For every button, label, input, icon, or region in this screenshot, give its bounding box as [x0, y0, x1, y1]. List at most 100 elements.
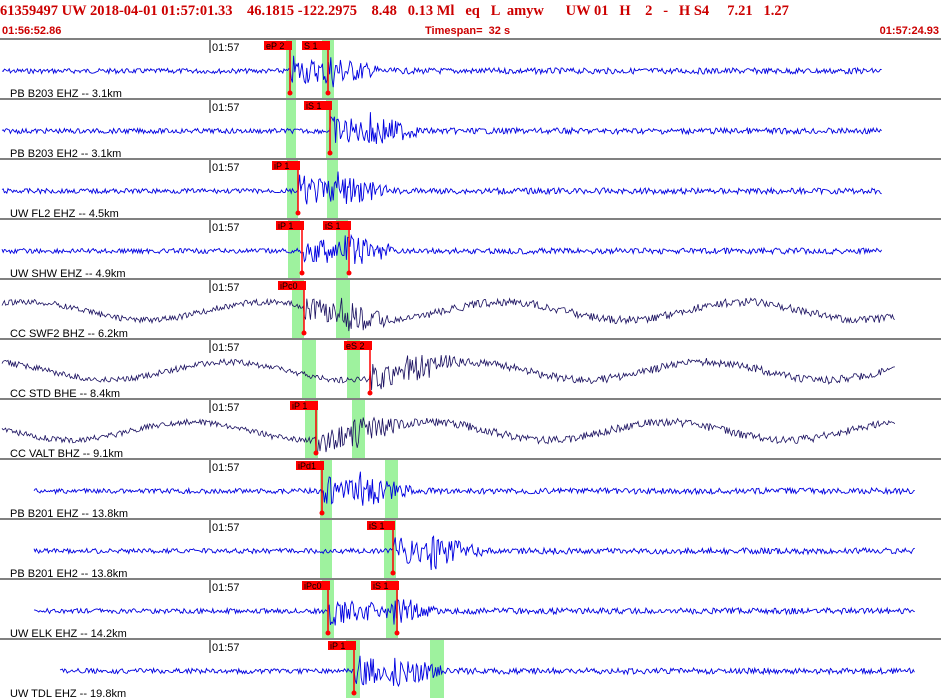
waveform-trace [1, 112, 882, 145]
waveform-trace [33, 471, 915, 506]
station-channel-label: CC SWF2 BHZ -- 6.2km [10, 328, 128, 340]
pick-window [292, 280, 304, 338]
station-channel-label: CC VALT BHZ -- 9.1km [10, 448, 123, 460]
phase-pick-flag[interactable] [304, 101, 332, 110]
station-channel-label: PB B201 EHZ -- 13.8km [10, 508, 128, 520]
phase-pick-label: iPc0 [280, 281, 298, 291]
trace-panel[interactable]: eP 2 S 1 01:57 PB B203 EHZ -- 3.1km [0, 38, 941, 100]
station-channel-label: UW ELK EHZ -- 14.2km [10, 628, 127, 640]
pick-end-dot [394, 630, 400, 636]
waveform-trace [59, 655, 915, 688]
phase-pick-label: iPc0 [304, 581, 322, 591]
phase-pick-label: iP 1 [292, 401, 307, 411]
phase-pick-flag[interactable] [367, 521, 395, 530]
phase-pick-flag[interactable] [302, 41, 330, 50]
pick-window [302, 340, 316, 398]
time-tick-label: 01:57 [212, 222, 240, 234]
trace-panel[interactable]: iPc0 iS 1 01:57 UW ELK EHZ -- 14.2km [0, 578, 941, 640]
pick-window [336, 280, 350, 338]
phase-pick-label: iS 1 [306, 101, 322, 111]
pick-window [385, 460, 398, 518]
phase-pick-label: iP 1 [330, 641, 345, 651]
time-tick-label: 01:57 [212, 522, 240, 534]
trace-panel[interactable]: iS 1 01:57 PB B201 EH2 -- 13.8km [0, 518, 941, 580]
time-tick-label: 01:57 [212, 402, 240, 414]
time-tick-label: 01:57 [212, 102, 240, 114]
station-channel-label: UW SHW EHZ -- 4.9km [10, 268, 126, 280]
trace-panel[interactable]: iP 1 01:57 CC VALT BHZ -- 9.1km [0, 398, 941, 460]
trace-panel[interactable]: iP 1 01:57 UW TDL EHZ -- 19.8km [0, 638, 941, 700]
trace-panel[interactable]: iP 1 01:57 UW FL2 EHZ -- 4.5km [0, 158, 941, 220]
phase-pick-flag[interactable] [290, 401, 318, 410]
waveform-trace [33, 535, 915, 571]
time-tick-label: 01:57 [212, 282, 240, 294]
window-end-time: 01:57:24.93 [879, 25, 939, 37]
pick-window [326, 100, 338, 158]
trace-panel[interactable]: iPc0 01:57 CC SWF2 BHZ -- 6.2km [0, 278, 941, 340]
station-channel-label: UW TDL EHZ -- 19.8km [10, 688, 126, 700]
waveform-trace [1, 233, 882, 265]
time-tick-label: 01:57 [212, 342, 240, 354]
trace-panel[interactable]: eS 2 01:57 CC STD BHE -- 8.4km [0, 338, 941, 400]
phase-pick-label: eS 2 [346, 341, 365, 351]
phase-pick-flag[interactable] [328, 641, 356, 650]
pick-window [286, 100, 296, 158]
phase-pick-flag[interactable] [302, 581, 330, 590]
waveform-trace [1, 55, 882, 88]
phase-pick-flag[interactable] [371, 581, 399, 590]
time-tick-label: 01:57 [212, 582, 240, 594]
phase-pick-flag[interactable] [296, 461, 324, 470]
phase-pick-flag[interactable] [276, 221, 304, 230]
pick-end-dot [325, 630, 331, 636]
phase-pick-flag[interactable] [344, 341, 372, 350]
pick-window [336, 220, 348, 278]
station-channel-label: PB B201 EH2 -- 13.8km [10, 568, 127, 580]
time-tick-label: 01:57 [212, 642, 240, 654]
phase-pick-label: iP 1 [278, 221, 293, 231]
pick-end-dot [287, 90, 293, 96]
pick-end-dot [367, 390, 373, 396]
seismogram-panel-stack[interactable]: eP 2 S 1 01:57 PB B203 EHZ -- 3.1km iS 1 01:5… [0, 38, 941, 700]
trace-panel[interactable]: iPd1 01:57 PB B201 EHZ -- 13.8km [0, 458, 941, 520]
station-channel-label: CC STD BHE -- 8.4km [10, 388, 120, 400]
pick-end-dot [299, 270, 305, 276]
waveform-trace [1, 297, 895, 332]
trace-panel[interactable]: iS 1 01:57 PB B203 EH2 -- 3.1km [0, 98, 941, 160]
station-channel-label: UW FL2 EHZ -- 4.5km [10, 208, 119, 220]
pick-window [286, 40, 296, 98]
pick-window [288, 220, 300, 278]
phase-pick-label: eP 2 [266, 41, 284, 51]
pick-window [347, 340, 360, 398]
phase-pick-flag[interactable] [272, 161, 300, 170]
pick-window [305, 400, 318, 458]
pick-end-dot [301, 330, 307, 336]
time-tick-label: 01:57 [212, 162, 240, 174]
time-tick-label: 01:57 [212, 42, 240, 54]
pick-window [320, 460, 332, 518]
pick-end-dot [313, 450, 319, 456]
waveform-trace [33, 598, 915, 626]
station-channel-label: PB B203 EH2 -- 3.1km [10, 148, 121, 160]
phase-pick-label: S 1 [304, 41, 318, 51]
pick-end-dot [319, 510, 325, 516]
pick-window [320, 520, 332, 578]
waveform-trace [1, 171, 882, 205]
pick-window [352, 400, 365, 458]
phase-pick-flag[interactable] [264, 41, 292, 50]
waveform-trace [1, 416, 896, 456]
pick-end-dot [390, 570, 396, 576]
time-tick-label: 01:57 [212, 462, 240, 474]
phase-pick-flag[interactable] [323, 221, 351, 230]
phase-pick-label: iP 1 [274, 161, 289, 171]
pick-end-dot [325, 90, 331, 96]
phase-pick-label: iS 1 [369, 521, 385, 531]
timespan-label: Timespan= 32 s [425, 25, 511, 37]
pick-end-dot [295, 210, 301, 216]
pick-end-dot [327, 150, 333, 156]
trace-panel[interactable]: iP 1 iS 1 01:57 UW SHW EHZ -- 4.9km [0, 218, 941, 280]
phase-pick-label: iPd1 [298, 461, 316, 471]
phase-pick-flag[interactable] [278, 281, 306, 290]
pick-window [430, 640, 444, 698]
pick-end-dot [346, 270, 352, 276]
waveform-trace [1, 354, 895, 391]
